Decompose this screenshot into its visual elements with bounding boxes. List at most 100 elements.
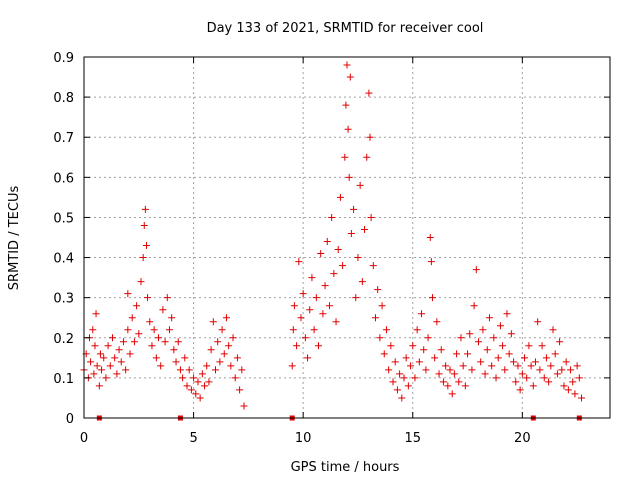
data-point (122, 366, 130, 374)
data-point (494, 354, 502, 362)
data-point (95, 382, 103, 390)
data-point (290, 302, 298, 310)
data-point (236, 386, 244, 394)
data-point (321, 282, 329, 290)
data-point (345, 173, 353, 181)
data-point (470, 302, 478, 310)
x-tick-label: 20 (514, 431, 531, 446)
data-point (475, 338, 482, 346)
data-point (525, 342, 533, 350)
data-point (540, 374, 548, 382)
data-point (564, 386, 572, 394)
data-point (146, 318, 154, 326)
data-point (442, 362, 450, 370)
data-point (124, 290, 132, 298)
data-point (179, 374, 187, 382)
data-point (413, 326, 421, 334)
data-point (308, 274, 316, 282)
data-point (387, 342, 395, 350)
data-point (319, 310, 327, 318)
data-point (203, 362, 211, 370)
data-point (461, 382, 469, 390)
data-point (139, 254, 147, 262)
data-point (573, 362, 581, 370)
data-point (89, 326, 97, 334)
data-point (391, 358, 399, 366)
data-point (159, 306, 167, 314)
data-point (560, 382, 568, 390)
data-point (126, 350, 134, 358)
data-point (477, 358, 485, 366)
data-point (547, 362, 555, 370)
data-point (424, 334, 432, 342)
data-point (128, 314, 136, 322)
data-point (301, 334, 309, 342)
data-point (142, 242, 150, 250)
data-point (514, 362, 522, 370)
axis-ticks: 0 0.1 0.2 0.3 0.4 0.5 0.6 0.7 0.8 0.9 0 5 10 15 20 (53, 51, 610, 446)
data-point (363, 153, 371, 161)
data-point (299, 290, 307, 298)
data-point (534, 318, 542, 326)
data-point (464, 350, 472, 358)
data-point (176, 366, 184, 374)
data-point (140, 221, 148, 229)
data-point (325, 302, 333, 310)
y-tick-label: 0.3 (53, 292, 74, 307)
data-point (124, 326, 132, 334)
data-point (209, 318, 217, 326)
data-point (553, 370, 561, 378)
data-point (505, 350, 513, 358)
data-point (152, 354, 160, 362)
data-point (433, 318, 441, 326)
data-point (545, 378, 553, 386)
data-point (393, 386, 401, 394)
data-point (238, 366, 246, 374)
data-point (343, 61, 351, 69)
x-tick-label: 0 (80, 431, 88, 446)
data-point (339, 262, 347, 270)
data-point (531, 358, 539, 366)
data-point (422, 366, 430, 374)
data-point (415, 358, 423, 366)
data-point (435, 370, 443, 378)
data-point (205, 378, 213, 386)
data-point (106, 362, 114, 370)
data-point (407, 362, 415, 370)
data-point (551, 350, 559, 358)
plot-frame (83, 56, 611, 419)
data-point (104, 342, 112, 350)
data-point (346, 73, 354, 81)
data-point (356, 181, 364, 189)
data-point (288, 362, 296, 370)
data-point (569, 378, 577, 386)
data-point (536, 366, 544, 374)
data-point (218, 326, 226, 334)
data-point (229, 334, 237, 342)
data-point (135, 330, 143, 338)
data-point (161, 338, 169, 346)
data-point (426, 234, 434, 241)
data-point (507, 330, 515, 338)
data-point (328, 213, 336, 221)
data-point (113, 370, 121, 378)
data-point (155, 334, 163, 342)
data-point (488, 362, 496, 370)
chart-title: Day 133 of 2021, SRMTID for receiver coo… (207, 21, 484, 36)
y-tick-label: 0.1 (53, 372, 74, 387)
data-point (420, 346, 428, 354)
data-point (437, 346, 445, 354)
data-point (141, 205, 149, 213)
data-point (315, 342, 323, 350)
data-point (87, 358, 95, 366)
y-tick-label: 0.2 (53, 332, 74, 347)
y-tick-label: 0.5 (53, 211, 74, 226)
data-point (490, 334, 498, 342)
y-tick-label: 0.4 (53, 252, 74, 267)
data-point (468, 366, 476, 374)
data-point (439, 378, 447, 386)
data-point (521, 354, 529, 362)
data-point (293, 342, 301, 350)
data-point (444, 382, 452, 390)
data-point (398, 394, 406, 402)
